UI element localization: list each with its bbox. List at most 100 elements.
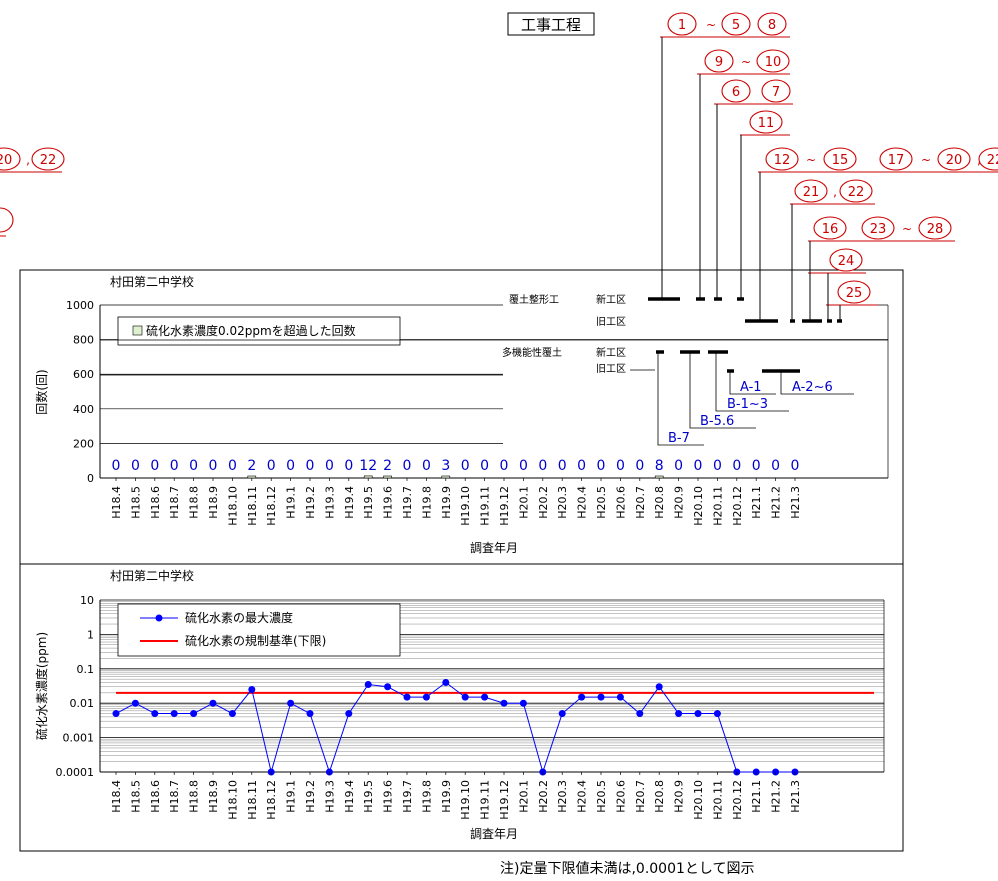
- x-tick-label: H19.4: [343, 486, 356, 519]
- x-tick-label: H18.12: [265, 486, 278, 526]
- x-tick-label: H19.11: [479, 780, 492, 820]
- x-tick-label: H20.5: [595, 486, 608, 519]
- y-tick-label: 0.0001: [56, 766, 95, 779]
- data-point: [713, 710, 721, 718]
- work-number: 10: [765, 55, 782, 70]
- segment-leader: [689, 352, 756, 429]
- segment-label: B-1~3: [727, 397, 768, 412]
- bar-value-label: 0: [228, 458, 237, 474]
- x-tick-label: H18.8: [188, 486, 201, 519]
- data-point: [558, 710, 566, 718]
- work-number-circle: [918, 216, 952, 240]
- x-tick-label: H19.11: [479, 486, 492, 526]
- y-tick-label: 0: [87, 472, 94, 485]
- x-tick-label: H20.9: [673, 486, 686, 519]
- bar-value-label: 0: [791, 458, 800, 474]
- data-point: [461, 693, 469, 701]
- y-tick-label: 1: [87, 628, 94, 641]
- x-tick-label: H19.1: [285, 780, 298, 813]
- bar-value-label: 0: [500, 458, 509, 474]
- bar-value-label: 0: [150, 458, 159, 474]
- x-tick-label: H20.4: [576, 486, 589, 519]
- x-tick-label: H19.6: [382, 486, 395, 519]
- schedule-row-label: 覆土整形工: [509, 293, 559, 306]
- x-tick-label: H18.10: [226, 780, 239, 820]
- work-number: 9: [715, 55, 723, 70]
- bar-value-label: 3: [441, 458, 450, 474]
- bar-value-label: 0: [325, 458, 334, 474]
- bar-value-label: 0: [403, 458, 412, 474]
- data-point: [655, 683, 663, 691]
- work-number-circle: [667, 12, 697, 36]
- work-number: 25: [846, 286, 863, 301]
- work-number-circle: [829, 248, 863, 272]
- work-number-circle: [0, 207, 14, 233]
- work-number: 24: [838, 254, 855, 269]
- x-tick-label: H19.3: [323, 780, 336, 813]
- work-number-circle: [978, 147, 998, 171]
- construction-schedule: 工事工程158~910~67111215172022~~,2122,162328…: [0, 12, 998, 446]
- x-tick-label: H20.1: [517, 780, 530, 813]
- schedule-title: 工事工程: [521, 16, 581, 34]
- data-point: [131, 699, 139, 707]
- legend-label: 硫化水素濃度0.02ppmを超過した回数: [146, 323, 356, 338]
- x-tick-label: H20.2: [537, 780, 550, 813]
- x-tick-label: H18.6: [149, 780, 162, 813]
- x-tick-label: H18.7: [168, 486, 181, 519]
- work-number-circle: [861, 216, 895, 240]
- bar-value-label: 0: [538, 458, 547, 474]
- x-tick-label: H20.10: [692, 486, 705, 526]
- schedule-area-label: 新工区: [596, 293, 626, 306]
- data-point: [597, 693, 605, 701]
- x-tick-label: H20.3: [556, 486, 569, 519]
- work-number: 20: [0, 153, 12, 168]
- x-tick-label: H18.7: [168, 780, 181, 813]
- x-tick-label: H18.9: [207, 486, 220, 519]
- work-number: 11: [758, 116, 775, 131]
- data-point: [170, 710, 178, 718]
- data-point: [228, 710, 236, 718]
- work-number-circle: [721, 79, 751, 103]
- x-tick-label: H20.12: [731, 780, 744, 820]
- bar-value-label: 0: [286, 458, 295, 474]
- legend-box: [117, 603, 401, 657]
- work-number-circle: [31, 147, 65, 171]
- chart-title: 村田第二中学校: [110, 568, 194, 583]
- data-point: [403, 693, 411, 701]
- work-number-separator: ,: [977, 153, 981, 167]
- bar: [383, 475, 392, 479]
- work-number: 5: [732, 18, 740, 33]
- legend-swatch: [132, 325, 143, 336]
- work-number: 15: [832, 153, 849, 168]
- x-tick-label: H19.6: [382, 780, 395, 813]
- bar-chart: 村田第二中学校02004006008001000回数(回)0H18.40H18.…: [34, 274, 889, 555]
- bar-value-label: 12: [359, 458, 377, 474]
- bar-value-label: 0: [422, 458, 431, 474]
- chart-title: 村田第二中学校: [110, 274, 194, 289]
- x-tick-label: H18.5: [129, 486, 142, 519]
- x-tick-label: H18.9: [207, 780, 220, 813]
- data-point: [287, 699, 295, 707]
- x-tick-label: H20.4: [576, 780, 589, 813]
- x-tick-label: H18.4: [110, 486, 123, 519]
- segment-leader: [729, 372, 776, 395]
- legend-marker: [155, 614, 163, 622]
- work-number-circle: [837, 280, 871, 304]
- work-number-separator: ~: [741, 55, 751, 69]
- data-point: [481, 693, 489, 701]
- x-tick-label: H20.12: [731, 486, 744, 526]
- y-tick-label: 800: [73, 334, 94, 347]
- bar-value-label: 0: [344, 458, 353, 474]
- x-tick-label: H21.1: [750, 486, 763, 519]
- bar: [441, 475, 451, 479]
- bar-value-label: 8: [655, 458, 664, 474]
- segment-label: A-2~6: [792, 380, 833, 395]
- data-point: [190, 710, 198, 718]
- x-tick-label: H19.8: [420, 780, 433, 813]
- bar-value-label: 0: [112, 458, 121, 474]
- x-tick-label: H19.12: [498, 780, 511, 820]
- bar-value-label: 0: [558, 458, 567, 474]
- footnote: 注)定量下限値未満は,0.0001として図示: [500, 861, 754, 877]
- x-tick-label: H19.9: [440, 486, 453, 519]
- work-number-circle: [937, 147, 971, 171]
